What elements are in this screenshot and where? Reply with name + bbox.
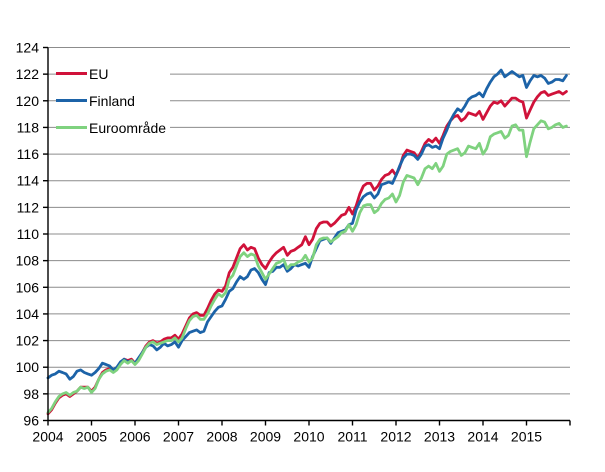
- legend-item-euroomrde: Euroområde: [56, 114, 171, 141]
- legend-item-eu: EU: [56, 60, 171, 87]
- y-tick-label: 118: [17, 119, 40, 135]
- y-tick-label: 98: [23, 386, 39, 402]
- x-tick-label: 2012: [380, 429, 411, 445]
- y-tick-label: 124: [16, 40, 40, 56]
- chart-legend: EU Finland Euroområde: [56, 60, 171, 141]
- y-tick-label: 120: [16, 93, 40, 109]
- y-tick-label: 112: [17, 199, 40, 215]
- legend-swatch: [56, 126, 87, 129]
- x-tick-label: 2004: [32, 429, 63, 445]
- legend-label: EU: [89, 65, 109, 82]
- y-tick-label: 108: [16, 253, 40, 269]
- y-tick-label: 110: [17, 226, 40, 242]
- y-tick-label: 102: [16, 333, 40, 349]
- legend-swatch: [56, 99, 87, 102]
- x-tick-label: 2006: [119, 429, 150, 445]
- y-tick-label: 122: [16, 66, 40, 82]
- x-tick-label: 2008: [206, 429, 237, 445]
- series-line-euroomrde: [46, 119, 568, 414]
- x-tick-label: 2011: [337, 429, 367, 445]
- x-tick-label: 2014: [467, 429, 498, 445]
- x-tick-label: 2013: [424, 429, 455, 445]
- legend-label: Finland: [89, 92, 135, 109]
- legend-swatch: [56, 72, 87, 75]
- x-tick-label: 2005: [76, 429, 107, 445]
- x-tick-label: 2010: [293, 429, 324, 445]
- x-tick-label: 2007: [163, 429, 194, 445]
- x-tick-label: 2015: [511, 429, 542, 445]
- y-tick-label: 116: [17, 146, 40, 162]
- y-tick-label: 100: [16, 359, 40, 375]
- x-tick-label: 2009: [250, 429, 281, 445]
- legend-item-finland: Finland: [56, 87, 171, 114]
- y-tick-label: 104: [16, 306, 40, 322]
- y-tick-label: 96: [23, 413, 39, 429]
- legend-label: Euroområde: [89, 119, 167, 136]
- y-tick-label: 114: [17, 173, 40, 189]
- y-tick-label: 106: [16, 279, 40, 295]
